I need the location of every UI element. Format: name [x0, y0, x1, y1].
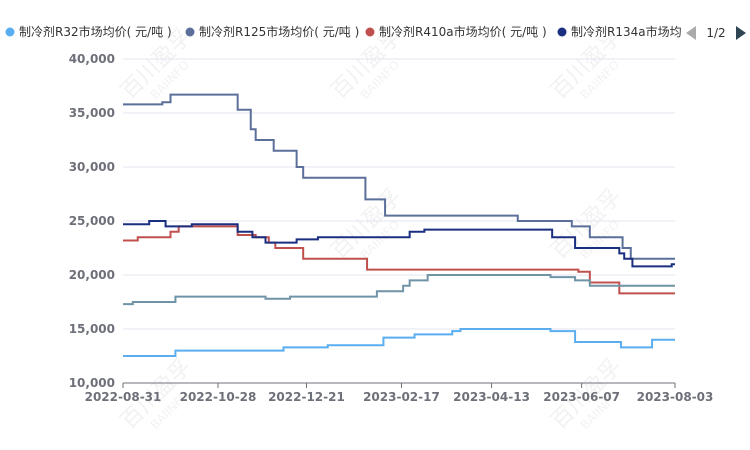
- legend-prev-icon[interactable]: [686, 26, 696, 40]
- series-line-0[interactable]: [123, 328, 675, 357]
- x-tick-label: 2023-06-07: [543, 390, 620, 404]
- legend-marker[interactable]: [557, 27, 567, 37]
- y-tick-label: 35,000: [69, 106, 115, 120]
- legend: 制冷剂R32市场均价( 元/吨 ) 制冷剂R125市场均价( 元/吨 ) 制冷剂R4…: [5, 24, 746, 40]
- x-tick-label: 2022-10-28: [180, 390, 257, 404]
- legend-label[interactable]: 制冷剂R134a市场均: [571, 24, 682, 39]
- y-tick-label: 20,000: [69, 268, 115, 282]
- y-axis: 10,000 15,000 20,000 25,000 30,000 35,000 40,0…: [69, 52, 115, 390]
- legend-marker[interactable]: [5, 27, 15, 37]
- y-tick-label: 30,000: [69, 160, 115, 174]
- series-lines: [123, 93, 675, 357]
- x-axis: 2022-08-31 2022-10-28 2022-12-21 2023-02-17…: [85, 382, 714, 404]
- y-tick-label: 15,000: [69, 322, 115, 336]
- y-tick-label: 25,000: [69, 214, 115, 228]
- series-line-1[interactable]: [123, 93, 675, 260]
- grid: [123, 58, 675, 330]
- legend-label[interactable]: 制冷剂R32市场均价( 元/吨 ): [19, 24, 172, 39]
- legend-next-icon[interactable]: [736, 26, 746, 40]
- x-tick-label: 2023-02-17: [363, 390, 440, 404]
- series-line-3[interactable]: [123, 220, 675, 268]
- x-tick-label: 2022-12-21: [268, 390, 345, 404]
- series-line-4[interactable]: [123, 274, 675, 306]
- x-tick-label: 2022-08-31: [85, 390, 162, 404]
- x-tick-label: 2023-08-03: [637, 390, 714, 404]
- x-tick-label: 2023-04-13: [453, 390, 530, 404]
- legend-marker[interactable]: [185, 27, 195, 37]
- legend-label[interactable]: 制冷剂R410a市场均价( 元/吨 ): [379, 24, 547, 39]
- legend-label[interactable]: 制冷剂R125市场均价( 元/吨 ): [199, 24, 359, 39]
- legend-page: 1/2: [706, 26, 725, 40]
- y-tick-label: 10,000: [69, 376, 115, 390]
- y-tick-label: 40,000: [69, 52, 115, 66]
- legend-marker[interactable]: [365, 27, 375, 37]
